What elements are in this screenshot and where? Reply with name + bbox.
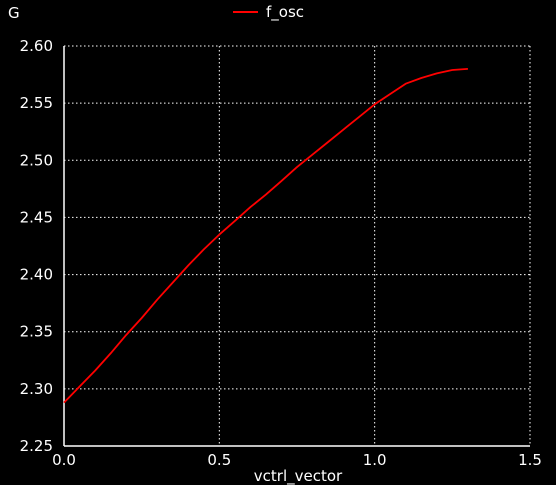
x-axis-label: vctrl_vector [254, 467, 343, 485]
grid [64, 45, 531, 446]
x-tick-label: 1.0 [363, 451, 387, 469]
y-unit-label: G [8, 4, 20, 22]
series-lines [63, 68, 468, 404]
y-tick-label: 2.60 [20, 37, 53, 55]
y-tick-label: 2.45 [20, 208, 53, 226]
tick-labels: 0.0 0.5 1.0 1.5 2.25 2.30 2.35 2.40 2.45 2.50 2.55… [20, 37, 542, 469]
y-tick-label: 2.55 [20, 94, 53, 112]
x-tick-label: 1.5 [518, 451, 542, 469]
legend-label: f_osc [266, 3, 304, 22]
x-tick-label: 0.0 [52, 451, 76, 469]
axes [63, 46, 530, 447]
legend: f_osc [233, 3, 304, 22]
x-tick-label: 0.5 [207, 451, 231, 469]
y-tick-label: 2.50 [20, 151, 53, 169]
y-tick-label: 2.35 [20, 323, 53, 341]
y-tick-label: 2.25 [20, 437, 53, 455]
series-line-f_osc [63, 68, 468, 404]
y-tick-label: 2.40 [20, 266, 53, 284]
y-tick-label: 2.30 [20, 380, 53, 398]
